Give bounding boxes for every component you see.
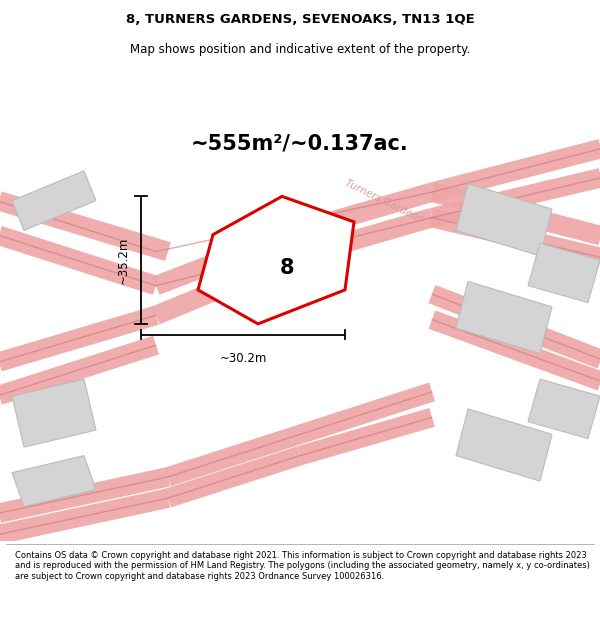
Polygon shape (528, 243, 600, 302)
Text: Turners Gardens: Turners Gardens (343, 177, 425, 224)
Text: ~30.2m: ~30.2m (220, 352, 266, 366)
Text: Contains OS data © Crown copyright and database right 2021. This information is : Contains OS data © Crown copyright and d… (15, 551, 590, 581)
Polygon shape (456, 409, 552, 481)
Text: ~555m²/~0.137ac.: ~555m²/~0.137ac. (191, 133, 409, 153)
Polygon shape (12, 379, 96, 447)
Text: ~35.2m: ~35.2m (117, 236, 130, 284)
Text: 8: 8 (280, 258, 294, 278)
Polygon shape (198, 196, 354, 324)
Polygon shape (12, 456, 96, 507)
Text: Map shows position and indicative extent of the property.: Map shows position and indicative extent… (130, 42, 470, 56)
Polygon shape (12, 171, 96, 231)
Polygon shape (456, 281, 552, 354)
Polygon shape (528, 379, 600, 439)
Text: 8, TURNERS GARDENS, SEVENOAKS, TN13 1QE: 8, TURNERS GARDENS, SEVENOAKS, TN13 1QE (125, 13, 475, 26)
Polygon shape (456, 184, 552, 256)
